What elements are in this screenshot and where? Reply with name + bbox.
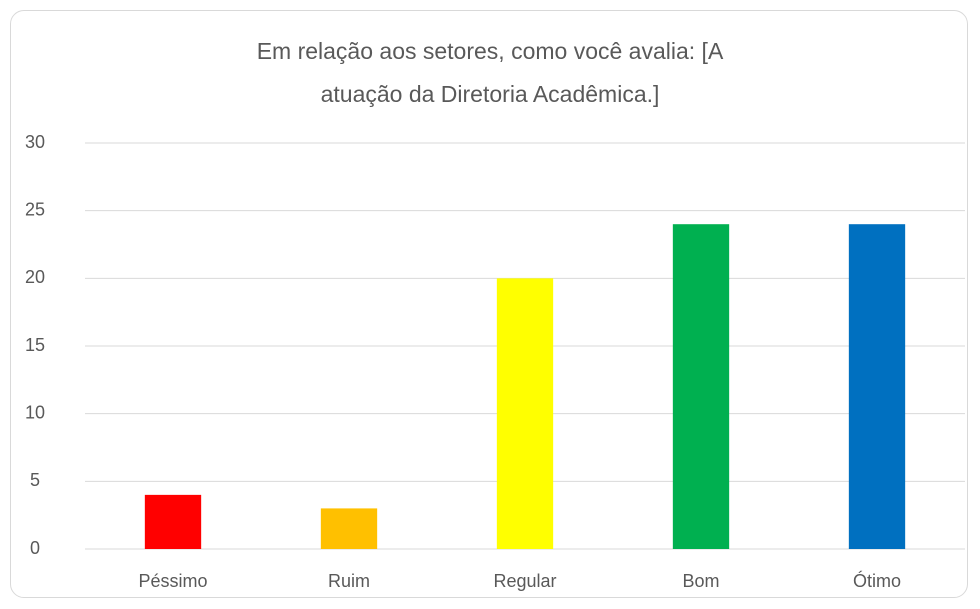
y-tick-label: 15 bbox=[25, 335, 45, 355]
x-tick-label: Ruim bbox=[328, 571, 370, 591]
x-tick-label: Bom bbox=[682, 571, 719, 591]
y-tick-label: 20 bbox=[25, 267, 45, 287]
x-tick-label: Péssimo bbox=[138, 571, 207, 591]
y-tick-label: 30 bbox=[25, 132, 45, 152]
y-tick-label: 0 bbox=[30, 538, 40, 558]
y-tick-label: 10 bbox=[25, 402, 45, 422]
bar bbox=[320, 508, 378, 549]
y-tick-label: 25 bbox=[25, 199, 45, 219]
bar bbox=[144, 494, 202, 549]
bar bbox=[848, 224, 906, 549]
bar bbox=[496, 278, 554, 549]
x-tick-label: Regular bbox=[493, 571, 556, 591]
y-tick-label: 5 bbox=[30, 470, 40, 490]
chart-title: Em relação aos setores, como você avalia… bbox=[256, 38, 724, 107]
bar bbox=[672, 224, 730, 549]
x-tick-label: Ótimo bbox=[853, 570, 901, 591]
chart-frame bbox=[10, 10, 968, 598]
